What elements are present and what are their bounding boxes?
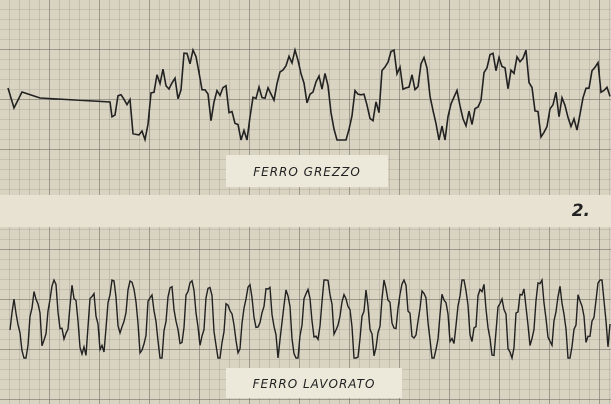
separator-band bbox=[0, 195, 611, 227]
figure-number: 2. bbox=[572, 201, 590, 221]
figure-canvas: FERRO GREZZO 2. FERRO LAVORATO bbox=[0, 0, 611, 404]
figure: FERRO GREZZO 2. FERRO LAVORATO bbox=[0, 0, 611, 404]
panel-label: FERRO GREZZO bbox=[253, 165, 361, 179]
panel-label: FERRO LAVORATO bbox=[253, 377, 376, 391]
